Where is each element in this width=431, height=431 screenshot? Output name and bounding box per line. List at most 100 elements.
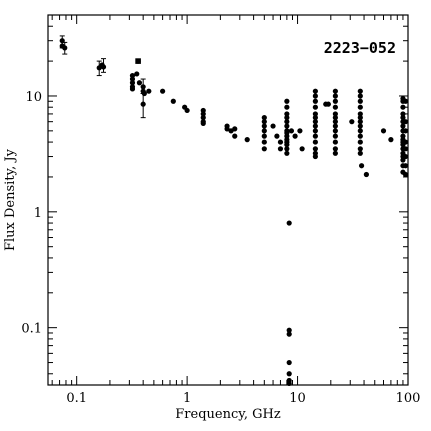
data-point [100,64,107,70]
data-point [286,380,292,387]
data-points [59,35,409,387]
data-point [312,98,318,104]
data-point [200,111,206,117]
data-point [357,146,363,152]
data-point [332,146,338,152]
data-point [332,115,338,121]
data-point [357,111,363,117]
data-point [288,128,295,134]
data-point [261,115,267,121]
data-point [388,137,394,143]
data-point [357,150,363,156]
data-point [284,150,290,156]
data-point [312,119,318,125]
x-axis-title: Frequency, GHz [175,407,281,422]
data-point [402,171,409,178]
data-point [312,93,318,99]
data-point [284,123,290,129]
data-point [261,123,267,129]
data-point [140,101,146,107]
data-point [312,133,318,139]
data-point [286,220,292,226]
data-point [332,139,338,145]
data-point [284,104,290,110]
data-point [244,137,250,143]
x-tick-label: 10 [289,391,306,406]
data-point [284,111,290,117]
data-point [312,123,318,129]
data-point [286,359,292,366]
data-point [284,119,290,125]
data-point [129,80,136,86]
data-point [224,126,230,132]
data-point [299,146,305,152]
data-point [292,133,298,139]
data-point [184,107,190,114]
data-point [286,371,292,377]
x-tick-label: 1 [183,391,191,406]
data-point [402,139,409,145]
y-tick-label: 1 [34,206,42,221]
data-point [332,150,338,156]
data-point [261,119,267,125]
data-point [261,128,267,134]
data-point [400,104,406,110]
data-point [134,71,140,77]
data-point [284,115,290,121]
data-point [402,163,409,169]
data-point [357,88,363,94]
data-point [270,123,276,129]
data-point [332,88,338,94]
data-point [357,98,363,104]
data-point [312,139,318,145]
data-point [380,128,387,134]
data-point [141,90,147,97]
data-point [325,101,331,107]
data-point [277,139,284,145]
data-point [277,146,284,152]
data-point [62,45,68,51]
data-point [59,38,65,44]
data-point [312,115,318,121]
data-point-square [135,58,141,64]
ticks-layer: 0.1 1 10 100 0.1 1 10 [21,14,420,406]
data-point [400,111,406,117]
data-point [332,111,338,117]
data-point [170,98,176,104]
data-point [402,153,409,160]
data-point [400,115,406,121]
data-point [332,104,338,110]
data-point [312,146,318,152]
data-point [261,133,267,139]
data-point [402,98,409,104]
data-point [312,88,318,94]
y-tick-label: 10 [25,90,42,105]
data-point [232,126,238,132]
source-label: 2223−052 [324,39,396,57]
data-point [400,123,406,129]
data-point [312,111,318,117]
data-point [160,88,166,94]
data-point [312,104,318,110]
data-point [357,133,363,139]
data-point [332,123,338,129]
data-point [261,139,267,145]
data-point [284,98,290,104]
data-point [232,133,238,139]
data-point [357,115,363,121]
data-point [332,93,338,99]
data-point [363,171,369,178]
data-point [357,93,363,99]
plot-frame [47,14,409,386]
data-point [297,128,303,134]
data-point [402,146,409,152]
data-point [357,123,363,129]
data-point [332,98,338,104]
data-point [284,146,290,152]
data-point [332,119,338,125]
data-point [332,128,338,134]
y-axis-title: Flux Density, Jy [3,148,18,251]
data-point [312,128,318,134]
data-point [357,104,363,110]
